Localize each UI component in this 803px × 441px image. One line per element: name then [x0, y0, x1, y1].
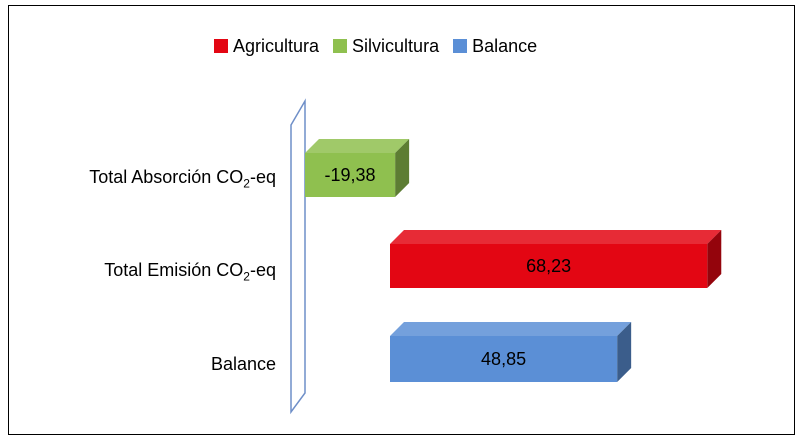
category-label-absorcion-tail: -eq: [249, 167, 276, 187]
bar-side-emision: [707, 230, 722, 288]
category-label-emision-main: Total Emisión CO: [104, 260, 244, 280]
chart-legend: Agricultura Silvicultura Balance: [214, 35, 551, 57]
legend-label-balance: Balance: [472, 35, 538, 56]
legend-swatch-balance: [453, 39, 468, 53]
category-label-absorcion-main: Total Absorción CO: [89, 167, 244, 187]
category-label-absorcion-sub: 2: [243, 176, 250, 191]
category-label-balance: Balance: [210, 354, 276, 374]
category-label-emision: Total Emisión CO2-eq: [104, 260, 276, 284]
category-label-emision-tail: -eq: [249, 260, 276, 280]
legend-swatch-agricultura: [214, 39, 228, 53]
chart-frame: [8, 5, 795, 435]
legend-item-silvicultura: Silvicultura: [333, 36, 439, 57]
bar-emision: [390, 244, 708, 288]
legend-swatch-silvicultura: [333, 39, 348, 53]
category-label-emision-sub: 2: [243, 269, 250, 284]
data-label-emision: 68,23: [526, 256, 571, 276]
bar-top-balance: [390, 322, 632, 336]
bar-top-emision: [390, 230, 722, 244]
legend-item-balance: Balance: [453, 36, 537, 57]
bar-top-absorcion: [305, 139, 410, 153]
legend-label-silvicultura: Silvicultura: [352, 35, 440, 56]
data-label-balance: 48,85: [481, 349, 526, 369]
category-label-absorcion: Total Absorción CO2-eq: [89, 167, 276, 191]
legend-item-agricultura: Agricultura: [214, 36, 319, 57]
bar-side-absorcion: [395, 139, 410, 197]
data-label-absorcion: -19,38: [325, 165, 376, 185]
bar-balance: [390, 336, 618, 382]
axis-wall: [290, 98, 306, 415]
bar-absorcion: [305, 153, 396, 197]
legend-label-agricultura: Agricultura: [233, 35, 320, 56]
bar-side-balance: [617, 322, 632, 382]
